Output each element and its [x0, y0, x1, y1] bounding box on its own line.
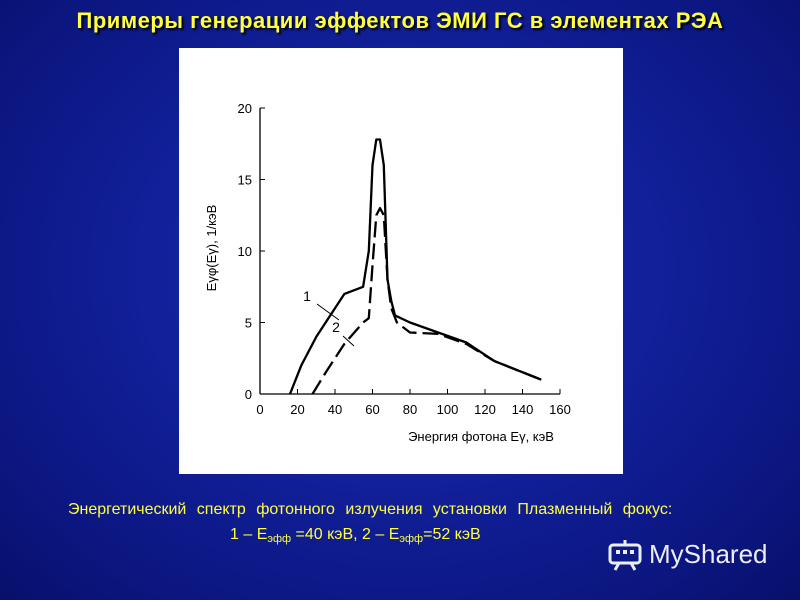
y-tick-label: 15 — [238, 173, 252, 188]
chart-panel: 0 20 40 60 80 100 120 140 160 0 5 10 15 20 Энергия фот… — [179, 48, 623, 474]
annotation-leader-2 — [342, 335, 355, 347]
y-tick-label: 0 — [245, 387, 252, 402]
watermark-text: MyShared — [649, 538, 768, 569]
x-tick-label: 80 — [403, 402, 417, 417]
watermark: MyShared — [607, 534, 768, 574]
y-tick-label: 20 — [238, 101, 252, 116]
series-2-line — [311, 206, 542, 395]
x-tick-label: 100 — [437, 402, 459, 417]
annotation-leader-1 — [316, 303, 340, 321]
series-1-line — [288, 138, 542, 395]
x-tick-label: 60 — [365, 402, 379, 417]
x-tick-label: 140 — [512, 402, 534, 417]
caption-line-1: Энергетический спектр фотонного излучени… — [68, 501, 673, 518]
annotation-label-1: 1 — [303, 288, 311, 304]
myshared-logo-icon — [608, 540, 642, 571]
x-tick-label: 20 — [290, 402, 304, 417]
x-tick-label: 120 — [474, 402, 496, 417]
caption-part-3: =52 кэВ — [423, 526, 481, 543]
caption-part-2: =40 кэВ, 2 – E — [291, 526, 400, 543]
caption-part-1: 1 – E — [230, 526, 268, 543]
caption-line-2: 1 – Eэфф =40 кэВ, 2 – Eэфф=52 кэВ — [230, 526, 481, 545]
y-axis-label: Eγφ(Eγ), 1/кэВ — [204, 205, 219, 292]
caption-subscript-1: эфф — [267, 533, 292, 545]
caption-subscript-2: эфф — [399, 533, 424, 545]
x-axis-label: Энергия фотона Eγ, кэВ — [408, 429, 554, 444]
spectrum-chart: 0 20 40 60 80 100 120 140 160 0 5 10 15 20 Энергия фот… — [204, 101, 571, 444]
x-tick-label: 40 — [328, 402, 342, 417]
slide-title: Примеры генерации эффектов ЭМИ ГС в элем… — [76, 8, 724, 33]
x-tick-label: 160 — [549, 402, 571, 417]
x-tick-label: 0 — [256, 402, 263, 417]
annotation-label-2: 2 — [332, 319, 340, 335]
y-tick-label: 10 — [238, 244, 252, 259]
y-tick-label: 5 — [245, 316, 252, 331]
